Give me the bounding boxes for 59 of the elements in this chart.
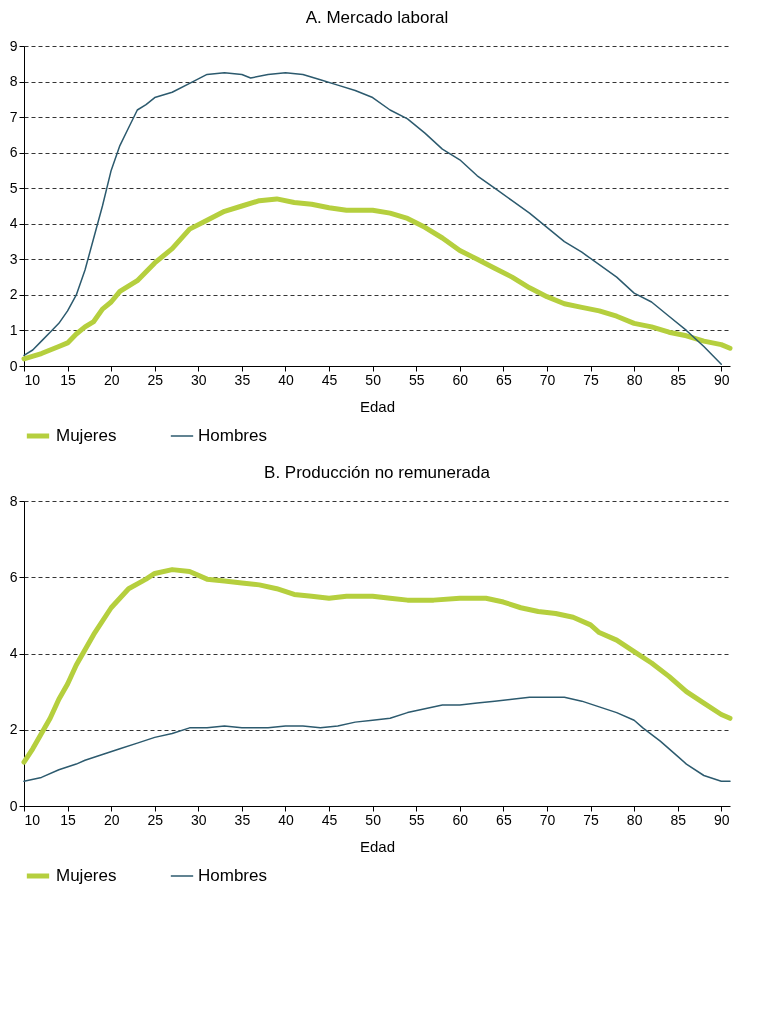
y-tick-label: 2: [9, 721, 18, 738]
x-tick-label: 45: [321, 371, 338, 388]
x-tick-label: 85: [670, 371, 687, 388]
y-tick-label: 6: [9, 144, 18, 161]
x-tick-label: 20: [103, 811, 120, 828]
y-tick-label: 6: [9, 568, 18, 585]
x-tick-label: 55: [408, 371, 425, 388]
legend-label: Mujeres: [56, 426, 117, 445]
x-tick-label: 10: [24, 371, 41, 388]
x-tick-label: 85: [670, 811, 687, 828]
y-tick-label: 9: [9, 37, 18, 54]
x-tick-label: 70: [539, 371, 556, 388]
x-tick-label: 75: [583, 811, 600, 828]
y-tick-label: 4: [9, 215, 18, 232]
line-series: [23, 696, 731, 782]
x-tick-label: 25: [147, 371, 164, 388]
x-tick-label: 20: [103, 371, 120, 388]
x-tick-label: 15: [60, 811, 77, 828]
x-tick-label: 75: [583, 371, 600, 388]
x-tick-label: 40: [278, 811, 294, 828]
x-tick-label: 90: [713, 811, 730, 828]
x-tick-label: 65: [496, 371, 512, 388]
x-tick-label: 50: [365, 371, 382, 388]
chart-title: A. Mercado laboral: [305, 8, 449, 27]
x-tick-label: 60: [452, 371, 469, 388]
y-tick-label: 0: [9, 357, 18, 374]
x-tick-label: 25: [147, 811, 164, 828]
y-tick-label: 7: [9, 108, 18, 125]
x-tick-label: 80: [626, 811, 643, 828]
y-tick-label: 2: [9, 286, 18, 303]
x-tick-label: 90: [713, 371, 730, 388]
x-tick-label: 30: [191, 371, 207, 388]
x-tick-label: 80: [626, 371, 643, 388]
x-tick-label: 55: [408, 811, 425, 828]
x-tick-label: 45: [321, 811, 338, 828]
x-tick-label: 10: [24, 811, 41, 828]
x-tick-label: 50: [365, 811, 382, 828]
y-tick-label: 8: [9, 73, 18, 90]
legend-label: Mujeres: [56, 866, 117, 885]
y-tick-label: 4: [9, 645, 18, 661]
y-tick-label: 5: [9, 179, 18, 196]
x-axis-title: Edad: [359, 837, 396, 855]
x-tick-label: 65: [496, 811, 512, 828]
x-tick-label: 30: [191, 811, 207, 828]
x-tick-label: 60: [452, 811, 469, 828]
x-tick-label: 70: [539, 811, 556, 828]
y-tick-label: 8: [9, 492, 18, 509]
x-tick-label: 40: [278, 371, 294, 388]
x-tick-label: 35: [234, 811, 251, 828]
legend-label: Hombres: [198, 426, 267, 445]
y-tick-label: 0: [9, 797, 18, 814]
line-series: [23, 71, 723, 365]
y-tick-label: 1: [9, 321, 18, 338]
legend-label: Hombres: [198, 866, 267, 885]
chart-title: B. Producción no remunerada: [264, 463, 491, 482]
x-tick-label: 15: [60, 371, 77, 388]
x-axis-title: Edad: [359, 397, 396, 415]
y-tick-label: 3: [9, 250, 18, 267]
x-tick-label: 35: [234, 371, 251, 388]
